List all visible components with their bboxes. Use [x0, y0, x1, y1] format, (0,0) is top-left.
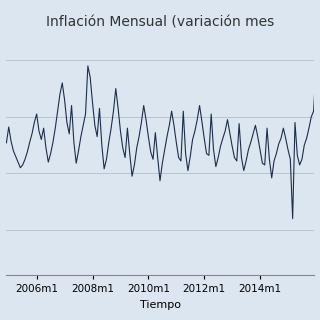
X-axis label: Tiempo: Tiempo — [140, 300, 180, 310]
Title: Inflación Mensual (variación mes: Inflación Mensual (variación mes — [46, 15, 274, 29]
